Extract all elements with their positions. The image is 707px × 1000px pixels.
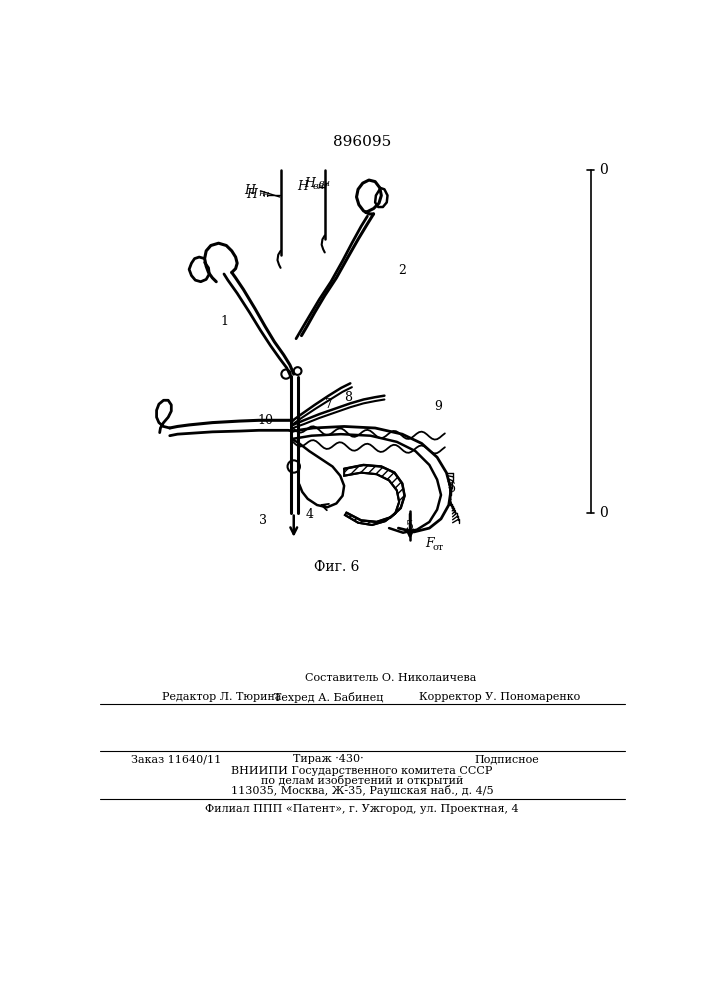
Text: Редактор Л. Тюрина: Редактор Л. Тюрина <box>162 692 281 702</box>
Text: H: H <box>297 180 308 193</box>
Text: Тираж ·430·: Тираж ·430· <box>293 754 364 764</box>
Text: от: от <box>433 543 444 552</box>
Polygon shape <box>344 465 404 525</box>
Text: Фиг. 6: Фиг. 6 <box>314 560 359 574</box>
Text: ВНИИПИ Государственного комитета СССР: ВНИИПИ Государственного комитета СССР <box>231 766 493 776</box>
Text: H: H <box>247 188 257 201</box>
Text: вн: вн <box>312 182 325 191</box>
Text: Заказ 11640/11: Заказ 11640/11 <box>131 754 221 764</box>
Text: 0: 0 <box>600 506 608 520</box>
Text: 9: 9 <box>435 400 443 413</box>
Text: Составитель О. Николаичева: Составитель О. Николаичева <box>305 673 477 683</box>
Text: H: H <box>244 184 255 197</box>
Text: H: H <box>304 177 315 190</box>
Text: 10: 10 <box>257 414 273 427</box>
Text: 2: 2 <box>398 264 407 277</box>
Text: 0: 0 <box>600 163 608 177</box>
Text: н: н <box>263 190 269 199</box>
Text: 1: 1 <box>220 315 228 328</box>
Text: 113035, Москва, Ж-35, Раушская наб., д. 4/5: 113035, Москва, Ж-35, Раушская наб., д. … <box>230 785 493 796</box>
Text: Техред А. Бабинец: Техред А. Бабинец <box>274 692 383 703</box>
Text: 5: 5 <box>406 520 414 533</box>
Text: 8: 8 <box>344 391 352 404</box>
Text: F: F <box>426 537 434 550</box>
Text: 6: 6 <box>447 482 455 495</box>
Text: 7: 7 <box>325 398 332 411</box>
Text: вн: вн <box>319 179 331 188</box>
Text: Филиал ППП «Патент», г. Ужгород, ул. Проектная, 4: Филиал ППП «Патент», г. Ужгород, ул. Про… <box>205 804 519 814</box>
Text: 3: 3 <box>259 514 267 527</box>
Text: Корректор У. Пономаренко: Корректор У. Пономаренко <box>419 692 580 702</box>
Text: 4: 4 <box>305 508 313 521</box>
Text: по делам изобретений и открытий: по делам изобретений и открытий <box>261 775 463 786</box>
Text: 896095: 896095 <box>333 135 391 149</box>
Text: Подписное: Подписное <box>474 754 539 764</box>
Text: н: н <box>258 189 264 198</box>
